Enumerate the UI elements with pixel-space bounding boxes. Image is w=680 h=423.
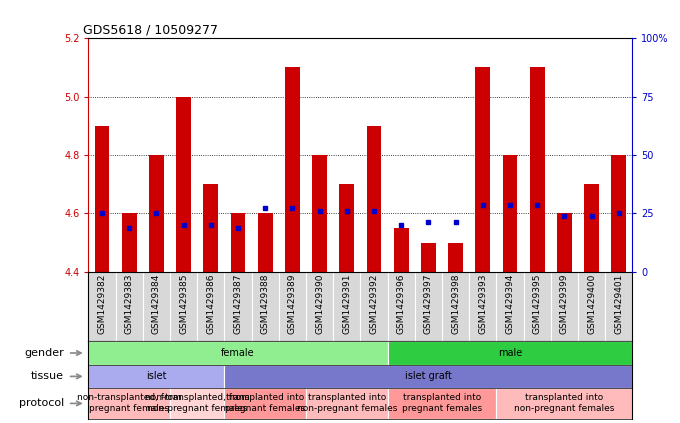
Bar: [258, 214, 273, 272]
Text: non-transplanted, from
non-pregnant females: non-transplanted, from non-pregnant fema…: [145, 393, 250, 413]
Bar: [95, 126, 109, 272]
Bar: [339, 184, 354, 272]
Bar: [224, 388, 306, 419]
Text: GSM1429395: GSM1429395: [532, 274, 542, 335]
Text: GSM1429383: GSM1429383: [124, 274, 134, 335]
Text: GSM1429400: GSM1429400: [587, 274, 596, 334]
Text: GSM1429392: GSM1429392: [369, 274, 379, 334]
Bar: [557, 214, 572, 272]
Text: transplanted into
non-pregnant females: transplanted into non-pregnant females: [514, 393, 615, 413]
Text: GSM1429385: GSM1429385: [179, 274, 188, 335]
Bar: [367, 126, 381, 272]
Text: GSM1429399: GSM1429399: [560, 274, 569, 335]
Bar: [448, 243, 463, 272]
Bar: [170, 388, 224, 419]
Bar: [503, 155, 517, 272]
Bar: [496, 388, 632, 419]
Bar: [421, 243, 436, 272]
Text: GSM1429394: GSM1429394: [505, 274, 515, 334]
Text: islet: islet: [146, 371, 167, 382]
Bar: [285, 67, 300, 272]
Bar: [611, 155, 626, 272]
Text: GSM1429401: GSM1429401: [614, 274, 624, 334]
Text: GSM1429396: GSM1429396: [396, 274, 406, 335]
Bar: [88, 341, 388, 365]
Bar: [149, 155, 164, 272]
Text: GSM1429389: GSM1429389: [288, 274, 297, 335]
Bar: [88, 365, 224, 388]
Bar: [203, 184, 218, 272]
Text: female: female: [221, 348, 255, 358]
Text: GSM1429393: GSM1429393: [478, 274, 488, 335]
Text: GSM1429384: GSM1429384: [152, 274, 161, 334]
Text: male: male: [498, 348, 522, 358]
Text: GSM1429390: GSM1429390: [315, 274, 324, 335]
Text: tissue: tissue: [31, 371, 64, 382]
Bar: [306, 388, 388, 419]
Text: GSM1429386: GSM1429386: [206, 274, 216, 335]
Text: protocol: protocol: [18, 398, 64, 409]
Bar: [584, 184, 599, 272]
Bar: [394, 228, 409, 272]
Bar: [388, 388, 496, 419]
Bar: [530, 67, 545, 272]
Bar: [312, 155, 327, 272]
Text: gender: gender: [24, 348, 64, 358]
Bar: [88, 388, 170, 419]
Bar: [176, 96, 191, 272]
Bar: [122, 214, 137, 272]
Bar: [231, 214, 245, 272]
Text: GSM1429388: GSM1429388: [260, 274, 270, 335]
Text: GDS5618 / 10509277: GDS5618 / 10509277: [83, 24, 218, 37]
Text: transplanted into
pregnant females: transplanted into pregnant females: [402, 393, 482, 413]
Text: islet graft: islet graft: [405, 371, 452, 382]
Text: GSM1429397: GSM1429397: [424, 274, 433, 335]
Bar: [475, 67, 490, 272]
Text: GSM1429382: GSM1429382: [97, 274, 107, 334]
Text: GSM1429391: GSM1429391: [342, 274, 352, 335]
Text: transplanted into
non-pregnant females: transplanted into non-pregnant females: [296, 393, 397, 413]
Text: GSM1429387: GSM1429387: [233, 274, 243, 335]
Text: transplanted into
pregnant females: transplanted into pregnant females: [225, 393, 305, 413]
Bar: [224, 365, 632, 388]
Bar: [388, 341, 632, 365]
Text: non-transplanted, from
pregnant females: non-transplanted, from pregnant females: [77, 393, 182, 413]
Text: GSM1429398: GSM1429398: [451, 274, 460, 335]
